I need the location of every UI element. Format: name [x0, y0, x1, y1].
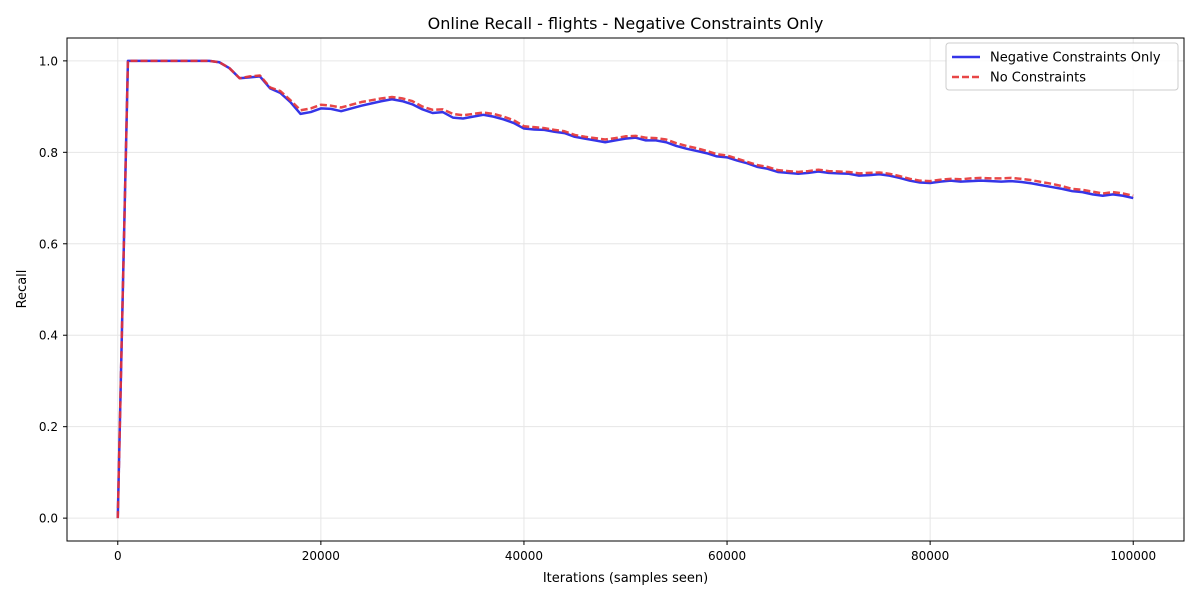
y-tick-label: 0.6 — [39, 237, 58, 251]
x-axis-label: Iterations (samples seen) — [543, 571, 708, 586]
x-tick-label: 100000 — [1110, 549, 1156, 563]
legend-label-no-constraints: No Constraints — [990, 71, 1086, 86]
y-axis: 0.0 0.2 0.4 0.6 0.8 1.0 — [39, 54, 67, 526]
x-tick-label: 0 — [114, 549, 122, 563]
chart-title: Online Recall - flights - Negative Const… — [428, 14, 824, 33]
legend: Negative Constraints Only No Constraints — [945, 42, 1179, 91]
series-line-no-constraints — [116, 59, 1134, 519]
x-tick-label: 20000 — [302, 549, 340, 563]
x-tick-label: 40000 — [505, 549, 543, 563]
y-tick-label: 0.4 — [39, 329, 58, 343]
series-layer — [116, 59, 1134, 519]
y-tick-label: 0.8 — [39, 146, 58, 160]
y-tick-label: 0.2 — [39, 420, 58, 434]
y-tick-label: 1.0 — [39, 54, 58, 68]
y-tick-label: 0.0 — [39, 512, 58, 526]
y-axis-label: Recall — [15, 270, 30, 309]
x-tick-label: 80000 — [911, 549, 949, 563]
series-line-negative-constraints — [116, 59, 1134, 519]
x-axis: 0 20000 40000 60000 80000 100000 — [114, 541, 1156, 563]
grid — [67, 38, 1184, 541]
plot-frame — [66, 37, 1185, 542]
legend-box — [945, 42, 1179, 91]
x-tick-label: 60000 — [708, 549, 746, 563]
legend-label-negative-constraints: Negative Constraints Only — [990, 51, 1161, 66]
